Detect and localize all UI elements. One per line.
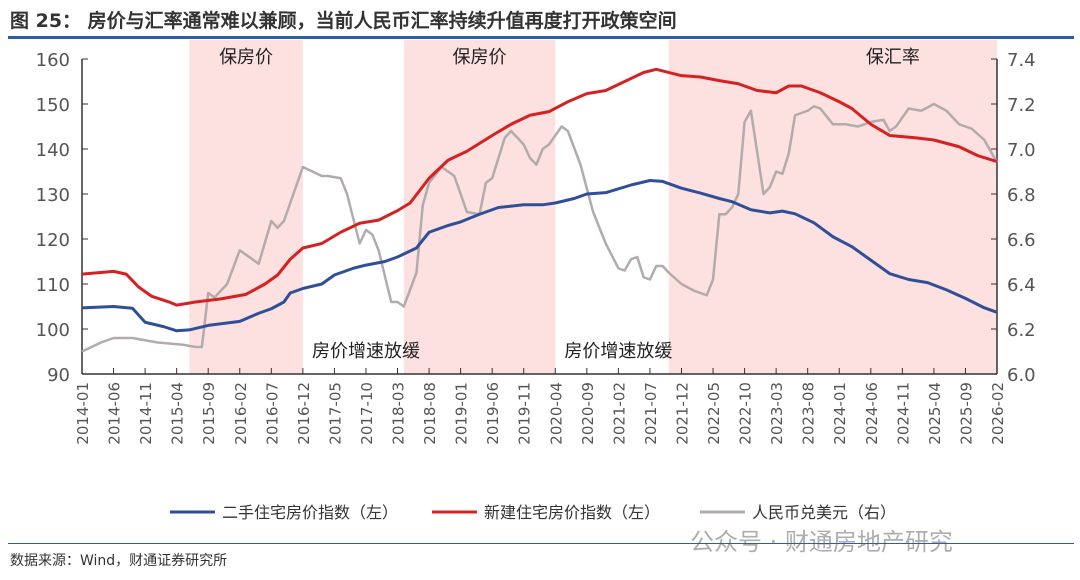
y-right-tick-label: 7.4 xyxy=(1007,50,1036,71)
watermark: 公众号 · 财通房地产研究 xyxy=(690,528,953,556)
y-right-tick-label: 6.6 xyxy=(1007,230,1036,251)
x-tick-label: 2021-07 xyxy=(642,382,660,445)
y-left-tick-label: 130 xyxy=(36,185,70,206)
title-divider xyxy=(8,36,1074,39)
series-line-0 xyxy=(81,179,998,333)
y-right-tick-label: 7.0 xyxy=(1007,140,1036,161)
x-tick-label: 2019-06 xyxy=(484,382,502,445)
x-tick-label: 2016-07 xyxy=(263,382,281,445)
x-tick-label: 2016-12 xyxy=(295,382,313,445)
y-left-tick-label: 150 xyxy=(36,95,70,116)
annotation-label: 房价增速放缓 xyxy=(564,341,672,362)
x-tick-label: 2022-10 xyxy=(737,382,755,445)
annotation-label: 房价增速放缓 xyxy=(312,341,420,362)
x-tick-label: 2023-03 xyxy=(768,382,786,445)
x-tick-label: 2024-06 xyxy=(863,382,881,445)
shaded-period-label: 保汇率 xyxy=(866,47,920,68)
shaded-period-label: 保房价 xyxy=(453,47,507,68)
shaded-period-label: 保房价 xyxy=(219,47,273,68)
y-right-tick-label: 6.8 xyxy=(1007,185,1036,206)
legend-label: 二手住宅房价指数（左） xyxy=(222,503,398,522)
x-tick-label: 2015-09 xyxy=(200,382,218,445)
x-tick-label: 2024-11 xyxy=(894,382,912,445)
figure-title: 图 25： 房价与汇率通常难以兼顾，当前人民币汇率持续升值再度打开政策空间 xyxy=(10,10,677,32)
x-tick-label: 2026-02 xyxy=(989,382,1007,445)
series-line-1 xyxy=(81,67,998,307)
source-note: 数据来源：Wind，财通证券研究所 xyxy=(10,553,228,569)
x-tick-label: 2017-05 xyxy=(326,382,344,445)
y-left-tick-label: 160 xyxy=(36,50,70,71)
x-tick-label: 2014-01 xyxy=(74,382,92,445)
x-tick-label: 2018-08 xyxy=(421,382,439,445)
shaded-period xyxy=(668,40,997,374)
x-tick-label: 2014-11 xyxy=(137,382,155,445)
shaded-period xyxy=(189,40,303,374)
x-tick-label: 2016-02 xyxy=(232,382,250,445)
x-tick-label: 2021-02 xyxy=(610,382,628,445)
y-left-tick-label: 110 xyxy=(36,275,70,296)
y-right-tick-label: 6.0 xyxy=(1007,365,1036,386)
x-tick-label: 2020-04 xyxy=(547,382,565,445)
y-left-tick-label: 90 xyxy=(47,365,70,386)
x-tick-label: 2019-01 xyxy=(453,382,471,445)
x-tick-label: 2018-03 xyxy=(390,382,408,445)
x-tick-label: 2019-11 xyxy=(516,382,534,445)
y-right-tick-label: 7.2 xyxy=(1007,95,1036,116)
legend-label: 新建住宅房价指数（左） xyxy=(484,503,660,522)
shaded-period xyxy=(403,40,556,374)
y-left-tick-label: 140 xyxy=(36,140,70,161)
x-tick-label: 2025-09 xyxy=(957,382,975,445)
y-right-tick-label: 6.4 xyxy=(1007,275,1036,296)
x-tick-label: 2021-12 xyxy=(673,382,691,445)
footer-divider xyxy=(8,543,1074,544)
x-tick-label: 2015-04 xyxy=(169,382,187,445)
legend-label: 人民币兑美元（右） xyxy=(752,503,896,522)
x-tick-label: 2023-08 xyxy=(800,382,818,445)
y-right-tick-label: 6.2 xyxy=(1007,320,1036,341)
x-tick-label: 2020-09 xyxy=(579,382,597,445)
x-tick-label: 2024-01 xyxy=(831,382,849,445)
series-line-2 xyxy=(81,102,999,353)
x-tick-label: 2014-06 xyxy=(106,382,124,445)
y-left-tick-label: 120 xyxy=(36,230,70,251)
x-tick-label: 2025-04 xyxy=(926,382,944,445)
x-tick-label: 2022-05 xyxy=(705,382,723,445)
y-left-tick-label: 100 xyxy=(36,320,70,341)
x-tick-label: 2017-10 xyxy=(358,382,376,445)
